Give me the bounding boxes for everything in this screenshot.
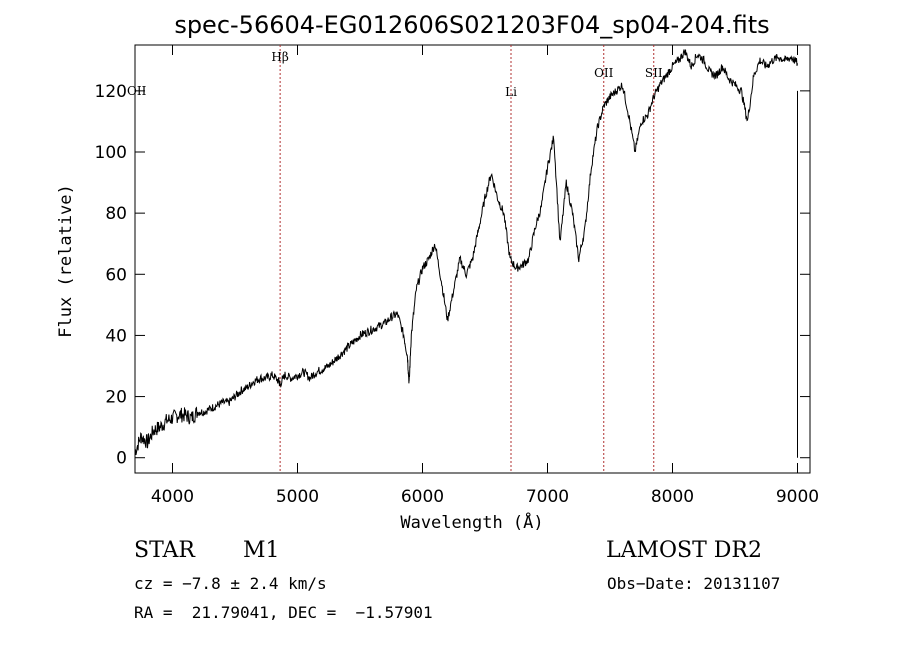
spectral-line-label: SII: [645, 66, 663, 80]
x-tick-label: 7000: [526, 487, 569, 507]
spectral-line-markers: Hβ Li OII SII: [271, 45, 663, 473]
y-tick-label: 100: [95, 143, 127, 163]
y-tick-label: 0: [116, 449, 127, 469]
y-tick-label: 80: [105, 204, 127, 224]
spectrum-line: [134, 49, 798, 458]
y-tick-label: 120: [95, 82, 127, 102]
spectral-line-label: OII: [594, 66, 614, 80]
y-axis: 0 20 40 60 80 100 120: [95, 82, 810, 469]
x-axis-label: Wavelength (Å): [400, 511, 543, 533]
plot-frame: [134, 44, 811, 474]
plot-area: [134, 44, 811, 474]
survey-name: LAMOST DR2: [606, 538, 762, 563]
object-class: STAR: [134, 538, 195, 563]
object-subclass: M1: [243, 538, 280, 563]
y-tick-label: 60: [105, 265, 127, 285]
chart-title: spec-56604-EG012606S021203F04_sp04-204.f…: [174, 11, 769, 39]
x-tick-label: 5000: [276, 487, 319, 507]
y-tick-label: 40: [105, 326, 127, 346]
y-tick-label: 20: [105, 388, 127, 408]
y-axis-label: Flux (relative): [56, 184, 76, 338]
observation-date: Obs−Date: 20131107: [607, 574, 781, 593]
redshift-velocity: cz = −7.8 ± 2.4 km/s: [134, 574, 327, 593]
spectral-line-label: Li: [505, 85, 517, 99]
x-tick-label: 4000: [151, 487, 194, 507]
x-tick-label: 6000: [401, 487, 444, 507]
corner-line-label: OII: [127, 84, 147, 98]
x-tick-label: 9000: [776, 487, 819, 507]
x-tick-label: 8000: [651, 487, 694, 507]
sky-coordinates: RA = 21.79041, DEC = −1.57901: [134, 603, 433, 622]
x-axis: 4000 5000 6000 7000 8000 9000: [151, 45, 819, 507]
spectral-line-label: Hβ: [271, 50, 288, 64]
